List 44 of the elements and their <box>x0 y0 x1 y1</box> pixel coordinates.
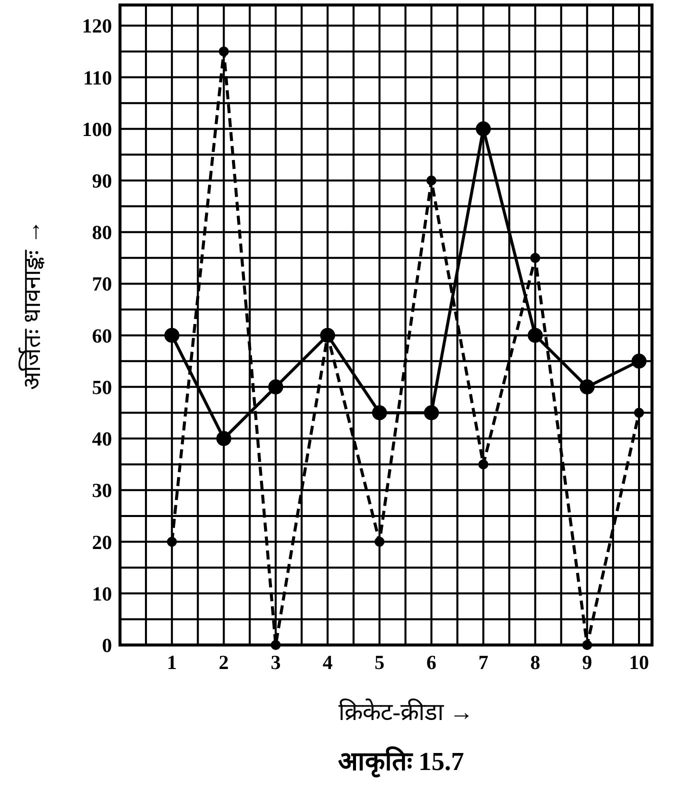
point <box>478 459 488 470</box>
x-tick-label: 3 <box>270 652 281 674</box>
point <box>166 536 177 547</box>
y-tick-label: 50 <box>92 376 112 399</box>
point <box>426 175 436 186</box>
y-tick-label: 20 <box>92 532 112 554</box>
point <box>530 252 540 263</box>
x-tick-label: 8 <box>530 652 540 674</box>
point <box>424 405 439 420</box>
point <box>632 354 647 369</box>
x-tick-label: 7 <box>478 652 488 674</box>
y-tick-label: 60 <box>92 325 112 348</box>
x-tick-label: 6 <box>426 652 436 674</box>
y-tick-label: 10 <box>92 583 112 606</box>
point <box>634 408 644 418</box>
point <box>164 328 180 343</box>
point <box>374 536 385 547</box>
y-tick-label: 70 <box>92 274 112 296</box>
y-tick-label: 120 <box>82 16 112 38</box>
y-tick-label: 90 <box>92 170 112 192</box>
y-tick-label: 30 <box>92 480 112 502</box>
point <box>268 379 284 394</box>
y-tick-label: 0 <box>102 635 112 657</box>
point <box>476 121 491 136</box>
x-tick-label: 1 <box>166 652 177 674</box>
y-tick-label: 110 <box>83 67 112 90</box>
x-tick-label: 5 <box>374 652 385 674</box>
y-tick-label: 80 <box>92 222 112 244</box>
x-axis-title: क्रिकेट-क्रीडा → <box>338 698 474 726</box>
x-tick-label: 9 <box>582 652 592 674</box>
point <box>372 405 388 420</box>
point <box>582 640 592 650</box>
point <box>216 431 232 446</box>
point <box>528 328 543 343</box>
y-tick-label: 100 <box>82 118 112 141</box>
y-tick-label: 40 <box>92 428 112 451</box>
point <box>270 640 281 650</box>
x-tick-label: 4 <box>322 652 333 674</box>
point <box>218 46 229 56</box>
x-tick-label: 10 <box>629 652 650 674</box>
x-tick-label: 2 <box>218 652 229 674</box>
point <box>580 379 595 394</box>
text: आकृतिः 15.7 <box>338 746 464 778</box>
y-axis-title: अर्जितः धावनाङ्कः → <box>18 220 46 390</box>
